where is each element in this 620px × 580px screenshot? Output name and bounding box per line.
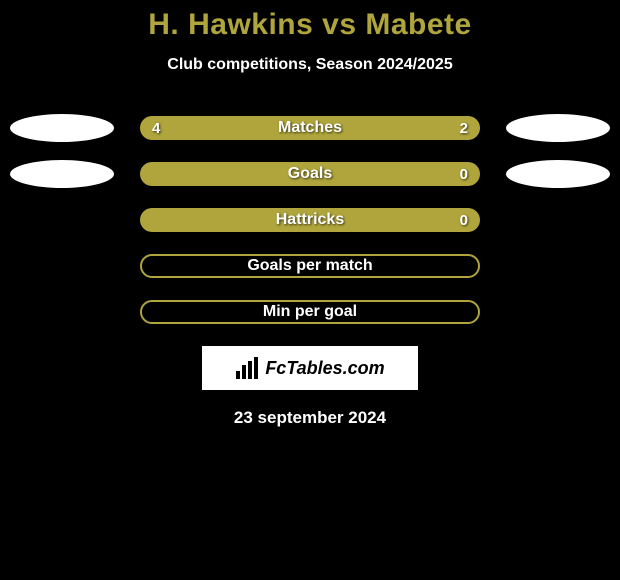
bar-left-segment bbox=[140, 116, 367, 140]
bar-full-segment bbox=[140, 162, 480, 186]
subtitle: Club competitions, Season 2024/2025 bbox=[0, 56, 620, 74]
logo-text: FcTables.com bbox=[265, 358, 384, 379]
stat-value-right: 0 bbox=[460, 208, 468, 232]
date-line: 23 september 2024 bbox=[0, 408, 620, 428]
stat-value-left: 4 bbox=[152, 116, 160, 140]
player-right-ellipse bbox=[506, 160, 610, 188]
comparison-chart: Matches42Goals0Hattricks0Goals per match… bbox=[0, 116, 620, 324]
stat-value-right: 0 bbox=[460, 162, 468, 186]
player-left-ellipse bbox=[10, 114, 114, 142]
stat-row: Matches42 bbox=[0, 116, 620, 140]
stat-row: Hattricks0 bbox=[0, 208, 620, 232]
page-title: H. Hawkins vs Mabete bbox=[0, 0, 620, 42]
player-left-ellipse bbox=[10, 160, 114, 188]
bars-icon bbox=[235, 357, 261, 379]
bar-full-segment bbox=[140, 208, 480, 232]
stat-bar: Min per goal bbox=[140, 300, 480, 324]
stat-bar: Matches42 bbox=[140, 116, 480, 140]
bar-outline bbox=[140, 254, 480, 278]
logo-box: FcTables.com bbox=[202, 346, 418, 390]
player-right-ellipse bbox=[506, 114, 610, 142]
stat-value-right: 2 bbox=[460, 116, 468, 140]
stat-row: Goals per match bbox=[0, 254, 620, 278]
stat-bar: Goals per match bbox=[140, 254, 480, 278]
bar-outline bbox=[140, 300, 480, 324]
stat-bar: Hattricks0 bbox=[140, 208, 480, 232]
stat-bar: Goals0 bbox=[140, 162, 480, 186]
stat-row: Goals0 bbox=[0, 162, 620, 186]
fctables-logo: FcTables.com bbox=[235, 357, 384, 379]
stat-row: Min per goal bbox=[0, 300, 620, 324]
